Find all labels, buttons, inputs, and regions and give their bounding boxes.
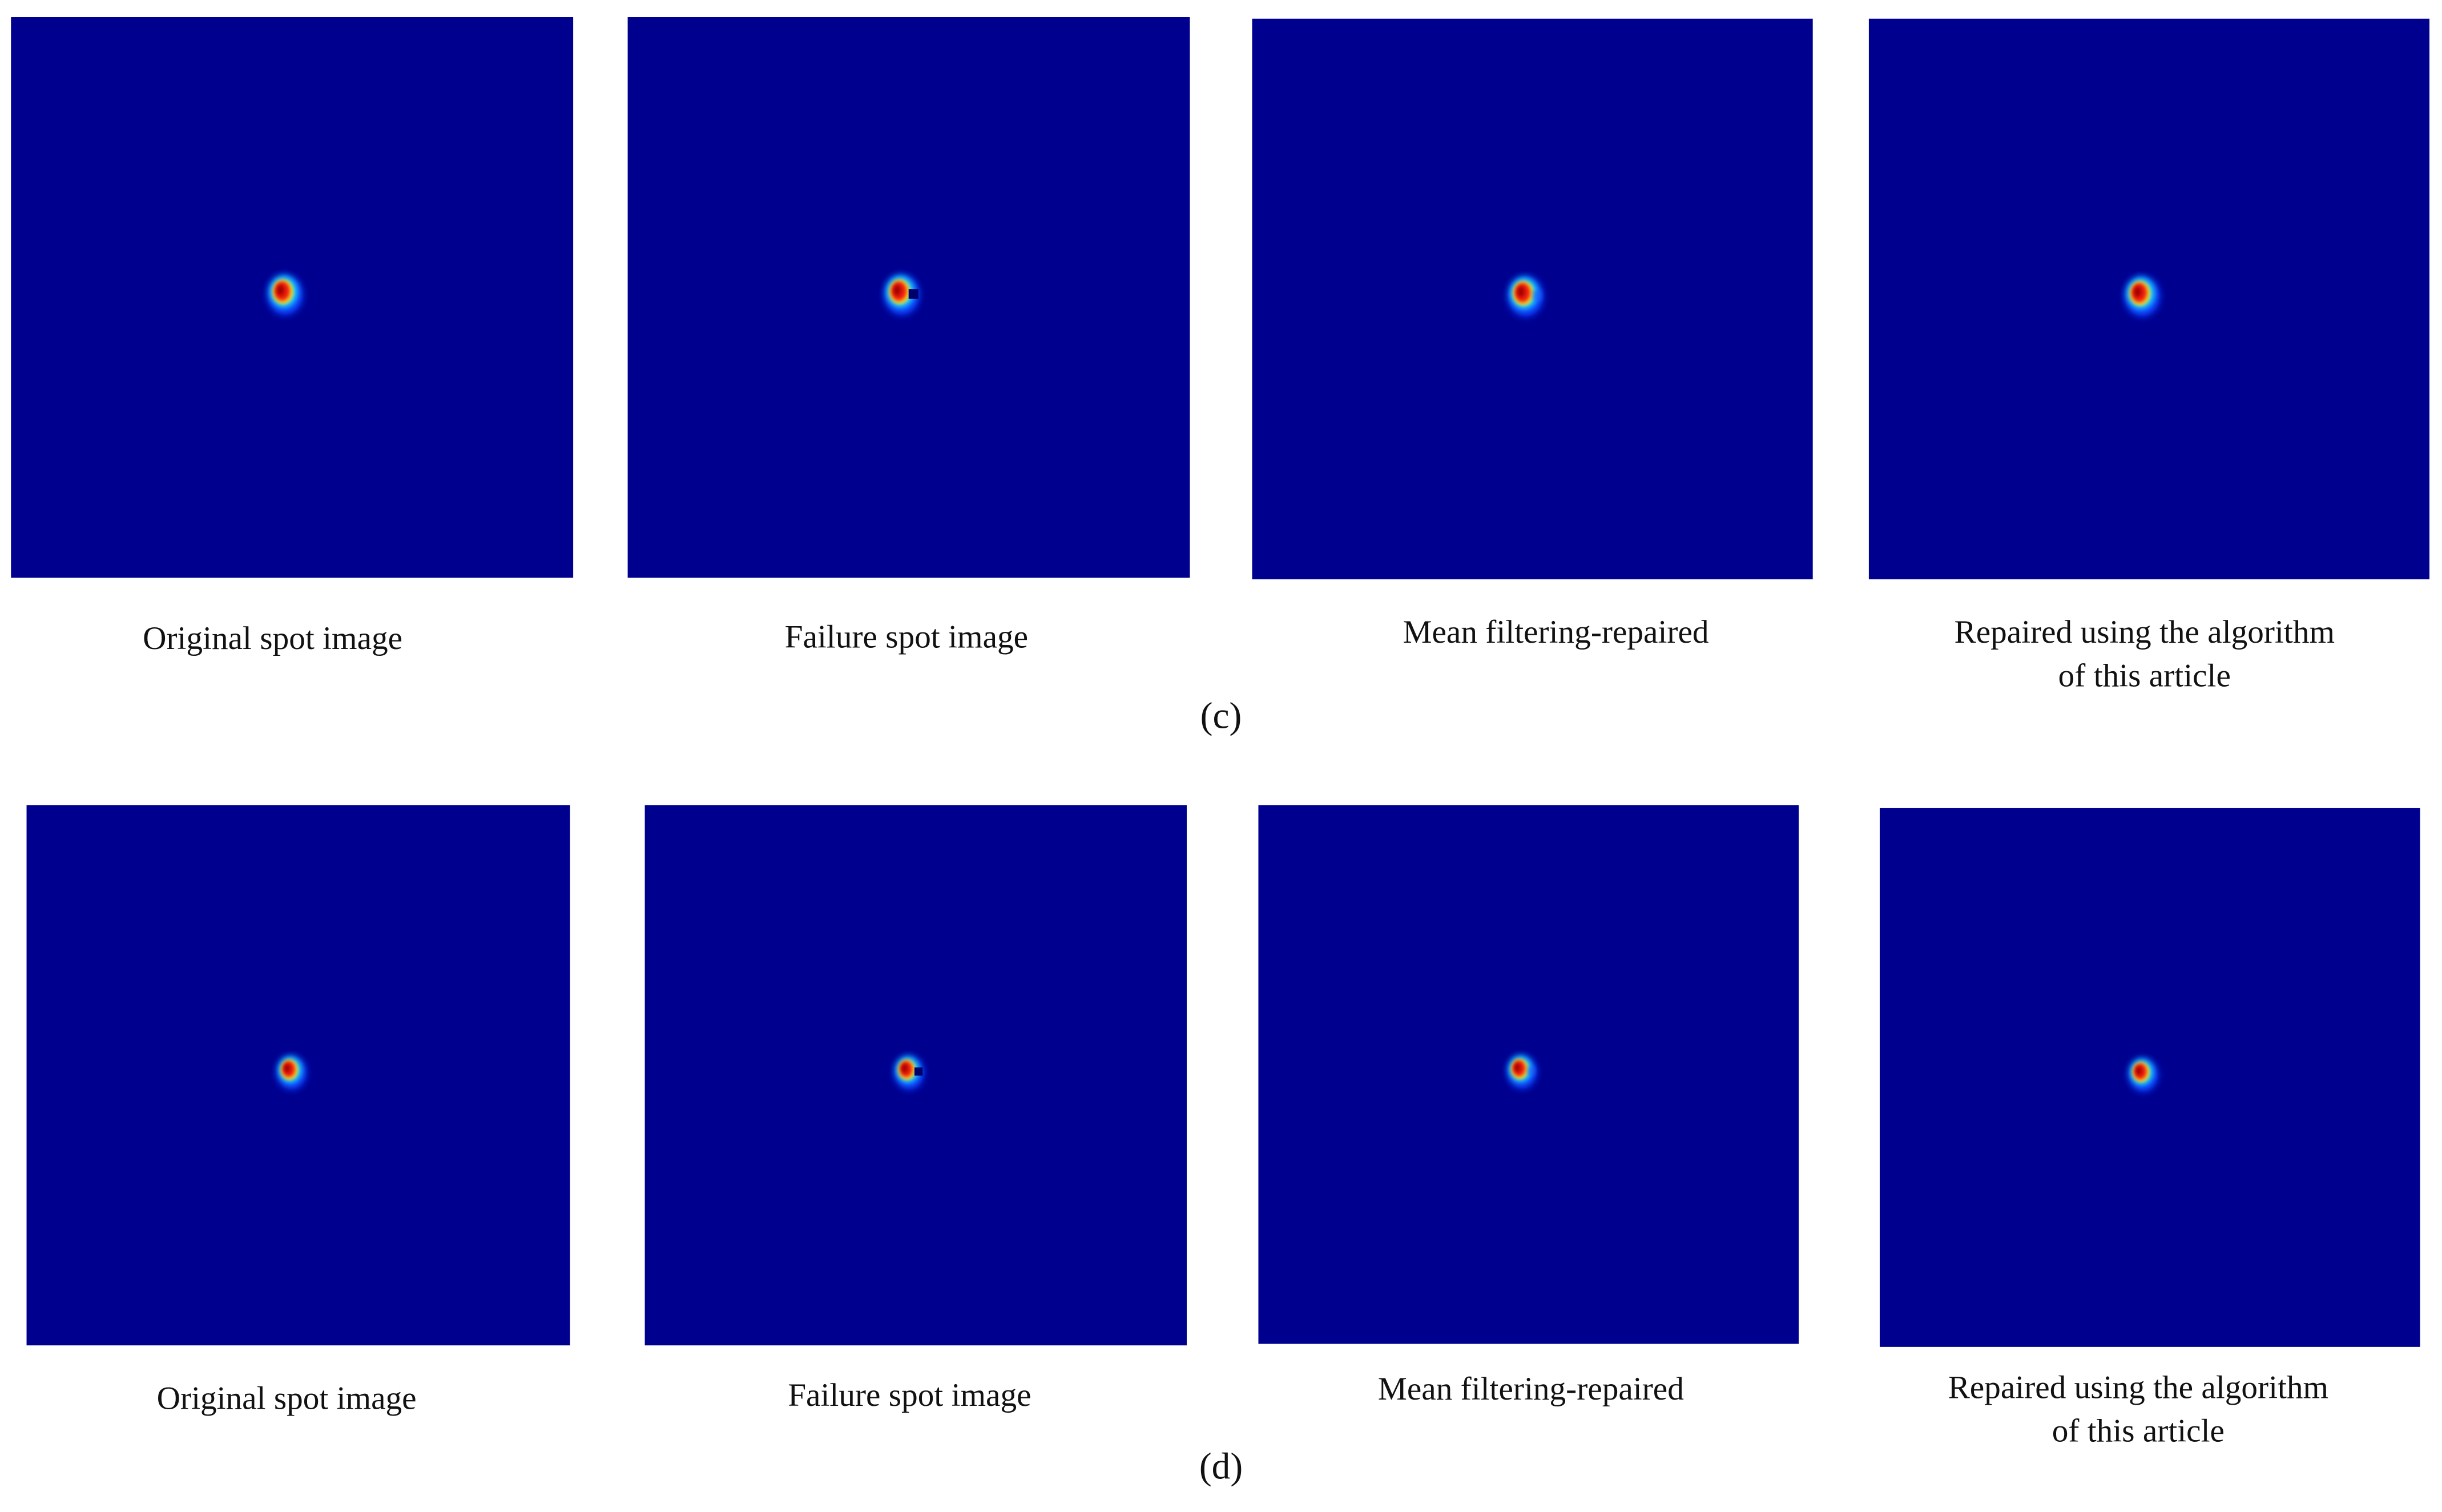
spot-image — [644, 805, 1187, 1346]
spot-image — [11, 17, 574, 578]
repaired-patch — [1532, 291, 1542, 301]
image-caption: Original spot image — [143, 620, 402, 656]
spot-core — [901, 1064, 908, 1073]
spot-image — [26, 805, 570, 1346]
spot-image — [1868, 18, 2430, 579]
spot-image — [1252, 18, 1813, 579]
image-caption: Failure spot image — [785, 619, 1028, 655]
spot-core — [893, 285, 901, 296]
image-caption: of this article — [2058, 658, 2231, 694]
panel-label: (c) — [1200, 695, 1242, 736]
spot-image — [1258, 805, 1799, 1344]
image-caption: of this article — [2052, 1413, 2225, 1449]
spot-image — [627, 17, 1190, 578]
failure-patch — [908, 289, 919, 299]
failure-patch — [914, 1067, 923, 1076]
spot-core — [1514, 1063, 1521, 1072]
spot-core — [277, 285, 284, 296]
image-caption: Repaired using the algorithm — [1954, 614, 2335, 650]
spot-core — [1517, 287, 1525, 297]
spot-image — [1879, 808, 2420, 1347]
repaired-patch — [1527, 1066, 1536, 1075]
panel-label: (d) — [1199, 1446, 1243, 1487]
spot-core — [2135, 1066, 2142, 1075]
spot-core — [2134, 287, 2141, 297]
image-caption: Original spot image — [157, 1380, 417, 1416]
image-caption: Repaired using the algorithm — [1948, 1369, 2329, 1405]
image-caption: Mean filtering-repaired — [1403, 614, 1709, 650]
image-caption: Mean filtering-repaired — [1378, 1371, 1684, 1407]
spot-core — [284, 1064, 290, 1073]
image-caption: Failure spot image — [788, 1377, 1031, 1413]
